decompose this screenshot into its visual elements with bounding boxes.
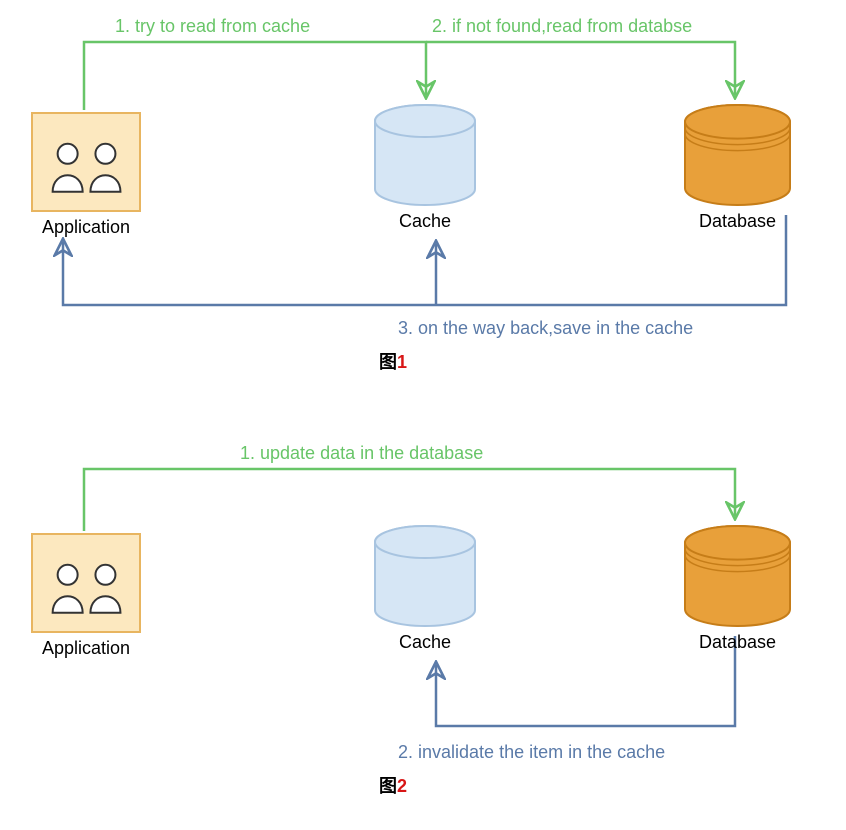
svg-text:1. try to read from cache: 1. try to read from cache xyxy=(115,16,310,36)
fig2-caption: 图2 xyxy=(379,776,407,796)
fig1-caption: 图1 xyxy=(379,352,407,372)
fig1-application-box: Application xyxy=(32,113,140,237)
fig2-application-box: Application xyxy=(32,534,140,658)
svg-text:Database: Database xyxy=(699,211,776,231)
fig1-arrow-3: 3. on the way back,save in the cache xyxy=(63,215,786,338)
fig2-cache-cylinder: Cache xyxy=(375,526,475,652)
fig2-arrow-1: 1. update data in the database xyxy=(84,443,735,531)
fig2-arrow-2: 2. invalidate the item in the cache xyxy=(398,636,735,762)
svg-text:2. invalidate the item in the: 2. invalidate the item in the cache xyxy=(398,742,665,762)
svg-text:1. update data in the database: 1. update data in the database xyxy=(240,443,483,463)
svg-text:图2: 图2 xyxy=(379,776,407,796)
fig2-database-cylinder: Database xyxy=(685,526,790,652)
fig1-database-cylinder: Database xyxy=(685,105,790,231)
fig1-arrow-2: 2. if not found,read from databse xyxy=(426,16,735,95)
svg-text:Application: Application xyxy=(42,638,130,658)
svg-text:Database: Database xyxy=(699,632,776,652)
svg-text:Cache: Cache xyxy=(399,632,451,652)
svg-text:Application: Application xyxy=(42,217,130,237)
svg-text:3. on the way back,save in the: 3. on the way back,save in the cache xyxy=(398,318,693,338)
fig1-arrow-1: 1. try to read from cache xyxy=(84,16,426,110)
svg-text:图1: 图1 xyxy=(379,352,407,372)
svg-text:2. if not found,read from data: 2. if not found,read from databse xyxy=(432,16,692,36)
fig1-cache-cylinder: Cache xyxy=(375,105,475,231)
svg-text:Cache: Cache xyxy=(399,211,451,231)
